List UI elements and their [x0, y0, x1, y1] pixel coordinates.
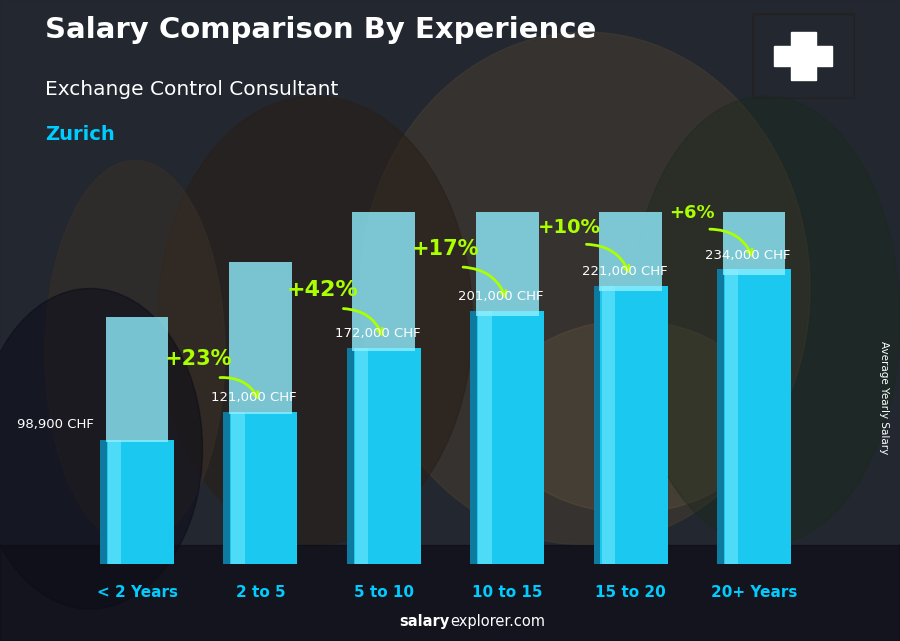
Bar [355, 347, 368, 564]
Bar [470, 311, 477, 564]
Ellipse shape [630, 96, 900, 545]
Bar [346, 347, 354, 564]
Text: salary: salary [400, 615, 450, 629]
Text: 15 to 20: 15 to 20 [595, 585, 666, 600]
Bar [594, 286, 600, 564]
Bar [717, 269, 791, 564]
Ellipse shape [158, 96, 473, 545]
Bar [105, 317, 168, 442]
Bar [723, 0, 786, 275]
Text: 172,000 CHF: 172,000 CHF [335, 327, 420, 340]
Bar [594, 286, 668, 564]
Bar [223, 412, 297, 564]
Text: 5 to 10: 5 to 10 [354, 585, 414, 600]
Bar [478, 311, 491, 564]
Bar [346, 347, 421, 564]
Ellipse shape [0, 288, 202, 609]
Bar [352, 135, 415, 351]
Text: +23%: +23% [165, 349, 232, 369]
Bar [229, 262, 292, 415]
Text: Salary Comparison By Experience: Salary Comparison By Experience [45, 16, 596, 44]
Bar [717, 269, 724, 564]
Bar [774, 46, 832, 67]
Text: 201,000 CHF: 201,000 CHF [458, 290, 544, 303]
Text: < 2 Years: < 2 Years [96, 585, 177, 600]
Text: 234,000 CHF: 234,000 CHF [705, 249, 790, 262]
Text: 121,000 CHF: 121,000 CHF [212, 391, 297, 404]
Text: 10 to 15: 10 to 15 [472, 585, 543, 600]
Bar [601, 286, 615, 564]
Bar [223, 412, 230, 564]
Bar [100, 440, 174, 564]
Bar [231, 412, 245, 564]
Text: Exchange Control Consultant: Exchange Control Consultant [45, 80, 338, 99]
Ellipse shape [360, 32, 810, 545]
Text: 20+ Years: 20+ Years [711, 585, 797, 600]
Bar [108, 440, 122, 564]
Text: +6%: +6% [670, 204, 716, 222]
Text: Average Yearly Salary: Average Yearly Salary [878, 341, 889, 454]
Bar [100, 440, 107, 564]
Text: +42%: +42% [286, 279, 358, 299]
Bar [791, 32, 815, 80]
Text: 2 to 5: 2 to 5 [236, 585, 285, 600]
Bar [0, 545, 900, 641]
Text: explorer.com: explorer.com [450, 615, 545, 629]
Text: 221,000 CHF: 221,000 CHF [581, 265, 667, 278]
Text: Zurich: Zurich [45, 125, 115, 144]
Ellipse shape [45, 160, 225, 545]
Bar [476, 62, 539, 315]
Bar [599, 13, 662, 291]
Text: 98,900 CHF: 98,900 CHF [17, 418, 94, 431]
Text: +17%: +17% [412, 239, 479, 260]
Bar [470, 311, 544, 564]
Bar [725, 269, 738, 564]
Ellipse shape [495, 320, 765, 513]
Text: +10%: +10% [537, 218, 600, 237]
